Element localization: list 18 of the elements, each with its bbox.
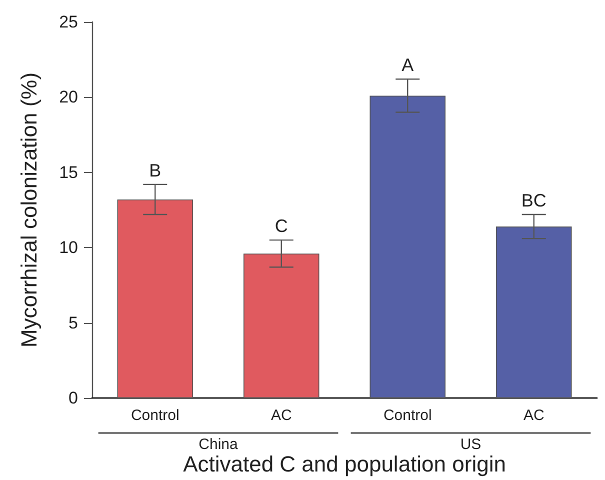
y-axis-title: Mycorrhizal colonization (%) [16,72,42,348]
x-tick-label: AC [270,407,292,424]
data-label: A [402,55,414,76]
x-axis-title: Activated C and population origin [183,452,506,476]
x-tick-label: Control [383,407,432,424]
y-tick-label: 25 [59,12,78,32]
data-label: BC [521,190,546,211]
x-tick-label: AC [523,407,544,424]
y-tick-label: 15 [59,162,78,182]
y-tick-label: 10 [59,238,78,258]
y-tick-label: 5 [68,313,78,332]
text: China [198,436,238,453]
data-label: C [274,216,288,236]
y-tick-label: 0 [68,388,78,408]
data-label: B [149,160,162,180]
text: US [460,436,482,453]
y-tick-label: 20 [59,88,78,107]
x-tick-label: Control [130,407,180,424]
